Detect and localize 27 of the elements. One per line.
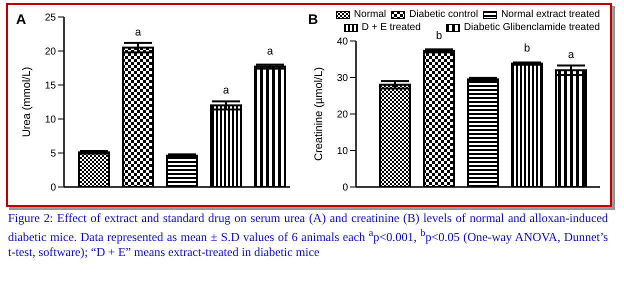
y-tick-label: 25 <box>44 12 56 24</box>
chart-title: A <box>16 11 26 27</box>
y-axis-title: Creatinine (µmol/L) <box>312 67 325 161</box>
legend-label: Normal extract treated <box>500 9 600 20</box>
y-tick-label: 10 <box>44 114 56 126</box>
data-label: b <box>436 30 442 42</box>
data-label: b <box>524 42 530 55</box>
y-tick-label: 40 <box>336 36 348 48</box>
y-tick-label: 20 <box>44 46 56 58</box>
y-axis-title: Urea (mmol/L) <box>20 66 33 138</box>
y-tick-label: 0 <box>50 182 56 194</box>
chart-title: B <box>308 11 318 27</box>
legend-label: D + E treated <box>360 22 421 33</box>
data-label: a <box>568 49 575 62</box>
legend-label: Diabetic Glibenclamide treated <box>462 22 600 33</box>
y-tick-label: 5 <box>50 148 56 160</box>
y-tick-label: 20 <box>336 110 348 121</box>
data-label: a <box>266 46 274 58</box>
y-tick-label: 10 <box>336 146 348 158</box>
y-tick-label: 30 <box>336 73 348 84</box>
legend-label: Normal <box>352 9 386 20</box>
text: Figure 2: Effect of extract and standard drug on serum urea (A) and creatinine (B) levels of normal and alloxan-induced diabetic mice. Data represented as mean ± S.D values of 6 animals each $^{a}$p<0.001, $^{b}$p<0.05 (One-way ANOVA, Dunnet’s t-test, software); “D + E” means extract-treated in diabetic mice <box>8 211 608 260</box>
y-tick-label: 0 <box>342 182 348 194</box>
legend-label: Diabetic control <box>408 9 478 20</box>
y-tick-label: 15 <box>44 80 56 92</box>
data-label: a <box>222 84 230 96</box>
data-label: a <box>134 26 142 39</box>
